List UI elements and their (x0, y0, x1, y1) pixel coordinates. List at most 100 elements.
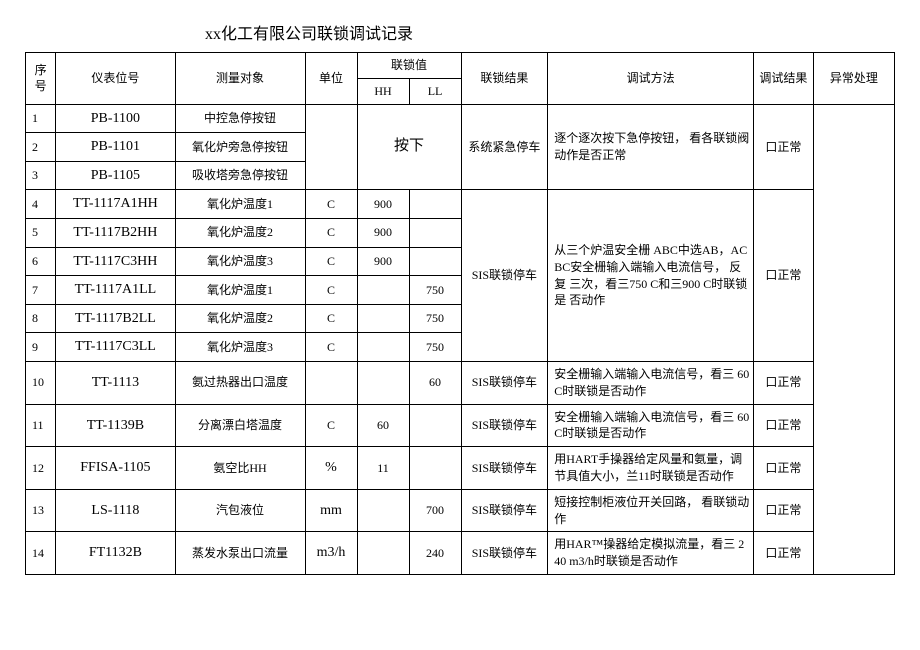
h-hh: HH (357, 78, 409, 104)
cell-res: SIS联锁停车 (461, 532, 548, 575)
cell-seq: 12 (26, 447, 56, 490)
h-exc: 异常处理 (813, 53, 894, 105)
cell-tag: TT-1117C3LL (56, 333, 175, 362)
cell-tres: 口正常 (754, 489, 814, 532)
cell-tag: TT-1113 (56, 361, 175, 404)
cell-obj: 吸收塔旁急停按钮 (175, 161, 305, 190)
table-row: 4 TT-1117A1HH 氧化炉温度1 C 900 SIS联锁停车 从三个炉温… (26, 190, 895, 219)
cell-tag: PB-1101 (56, 133, 175, 162)
cell-ll: 750 (409, 276, 461, 305)
cell-seq: 13 (26, 489, 56, 532)
cell-ll (409, 218, 461, 247)
cell-unit: C (305, 304, 357, 333)
cell-seq: 7 (26, 276, 56, 305)
cell-tres: 口正常 (754, 447, 814, 490)
cell-hh: 60 (357, 404, 409, 447)
cell-unit: % (305, 447, 357, 490)
cell-tag: LS-1118 (56, 489, 175, 532)
table-row: 13 LS-1118 汽包液位 mm 700 SIS联锁停车 短接控制柜液位开关… (26, 489, 895, 532)
cell-method: 用HAR™操器给定模拟流量，看三 240 m3/h时联锁是否动作 (548, 532, 754, 575)
cell-obj: 氧化炉温度3 (175, 333, 305, 362)
cell-method: 短接控制柜液位开关回路， 看联锁动 作 (548, 489, 754, 532)
cell-obj: 氧化炉温度2 (175, 218, 305, 247)
cell-seq: 11 (26, 404, 56, 447)
cell-tag: TT-1117A1HH (56, 190, 175, 219)
table-row: 12 FFISA-1105 氨空比HH % 11 SIS联锁停车 用HART手操… (26, 447, 895, 490)
cell-obj: 汽包液位 (175, 489, 305, 532)
cell-seq: 6 (26, 247, 56, 276)
cell-tag: FT1132B (56, 532, 175, 575)
cell-hh (357, 304, 409, 333)
cell-hh (357, 489, 409, 532)
cell-tag: FFISA-1105 (56, 447, 175, 490)
h-seq: 序号 (26, 53, 56, 105)
cell-ll: 240 (409, 532, 461, 575)
cell-hh: 900 (357, 190, 409, 219)
cell-obj: 氧化炉温度3 (175, 247, 305, 276)
cell-obj: 氧化炉温度1 (175, 276, 305, 305)
cell-exc (813, 104, 894, 574)
cell-method: 从三个炉温安全栅 ABC中选AB，AC BC安全栅输入端输入电流信号， 反复 三… (548, 190, 754, 362)
cell-tag: PB-1100 (56, 104, 175, 133)
cell-unit (305, 104, 357, 190)
cell-res: SIS联锁停车 (461, 361, 548, 404)
cell-obj: 分离漂白塔温度 (175, 404, 305, 447)
cell-res: SIS联锁停车 (461, 447, 548, 490)
h-tag: 仪表位号 (56, 53, 175, 105)
h-obj: 测量对象 (175, 53, 305, 105)
cell-obj: 氨过热器出口温度 (175, 361, 305, 404)
cell-tag: TT-1117B2LL (56, 304, 175, 333)
cell-tres: 口正常 (754, 104, 814, 190)
cell-seq: 10 (26, 361, 56, 404)
cell-seq: 1 (26, 104, 56, 133)
h-unit: 单位 (305, 53, 357, 105)
cell-seq: 3 (26, 161, 56, 190)
cell-obj: 氨空比HH (175, 447, 305, 490)
cell-unit (305, 361, 357, 404)
cell-ll: 750 (409, 333, 461, 362)
cell-ll (409, 447, 461, 490)
cell-unit: C (305, 190, 357, 219)
cell-ll: 750 (409, 304, 461, 333)
cell-unit: C (305, 333, 357, 362)
cell-unit: mm (305, 489, 357, 532)
header-row-1: 序号 仪表位号 测量对象 单位 联锁值 联锁结果 调试方法 调试结果 异常处理 (26, 53, 895, 79)
cell-res: 系统紧急停车 (461, 104, 548, 190)
table-row: 1 PB-1100 中控急停按钮 按下 系统紧急停车 逐个逐次按下急停按钮， 看… (26, 104, 895, 133)
cell-seq: 9 (26, 333, 56, 362)
cell-unit: C (305, 218, 357, 247)
cell-tag: TT-1117A1LL (56, 276, 175, 305)
cell-hh (357, 276, 409, 305)
cell-tag: TT-1139B (56, 404, 175, 447)
cell-ll: 60 (409, 361, 461, 404)
table-row: 14 FT1132B 蒸发水泵出口流量 m3/h 240 SIS联锁停车 用HA… (26, 532, 895, 575)
cell-unit: C (305, 404, 357, 447)
cell-unit: m3/h (305, 532, 357, 575)
cell-tag: PB-1105 (56, 161, 175, 190)
cell-obj: 蒸发水泵出口流量 (175, 532, 305, 575)
h-ll: LL (409, 78, 461, 104)
table-row: 11 TT-1139B 分离漂白塔温度 C 60 SIS联锁停车 安全栅输入端输… (26, 404, 895, 447)
h-link: 联锁值 (357, 53, 461, 79)
page-title: xx化工有限公司联锁调试记录 (205, 20, 895, 44)
cell-obj: 氧化炉温度1 (175, 190, 305, 219)
cell-hh (357, 532, 409, 575)
h-method: 调试方法 (548, 53, 754, 105)
cell-tres: 口正常 (754, 532, 814, 575)
cell-ll (409, 247, 461, 276)
cell-ll (409, 404, 461, 447)
cell-res: SIS联锁停车 (461, 404, 548, 447)
h-tresult: 调试结果 (754, 53, 814, 105)
cell-seq: 5 (26, 218, 56, 247)
cell-seq: 14 (26, 532, 56, 575)
cell-hh: 11 (357, 447, 409, 490)
cell-unit: C (305, 247, 357, 276)
cell-ll: 700 (409, 489, 461, 532)
cell-hh (357, 361, 409, 404)
cell-obj: 中控急停按钮 (175, 104, 305, 133)
cell-seq: 2 (26, 133, 56, 162)
cell-hh: 900 (357, 247, 409, 276)
cell-obj: 氧化炉旁急停按钮 (175, 133, 305, 162)
cell-seq: 8 (26, 304, 56, 333)
cell-seq: 4 (26, 190, 56, 219)
